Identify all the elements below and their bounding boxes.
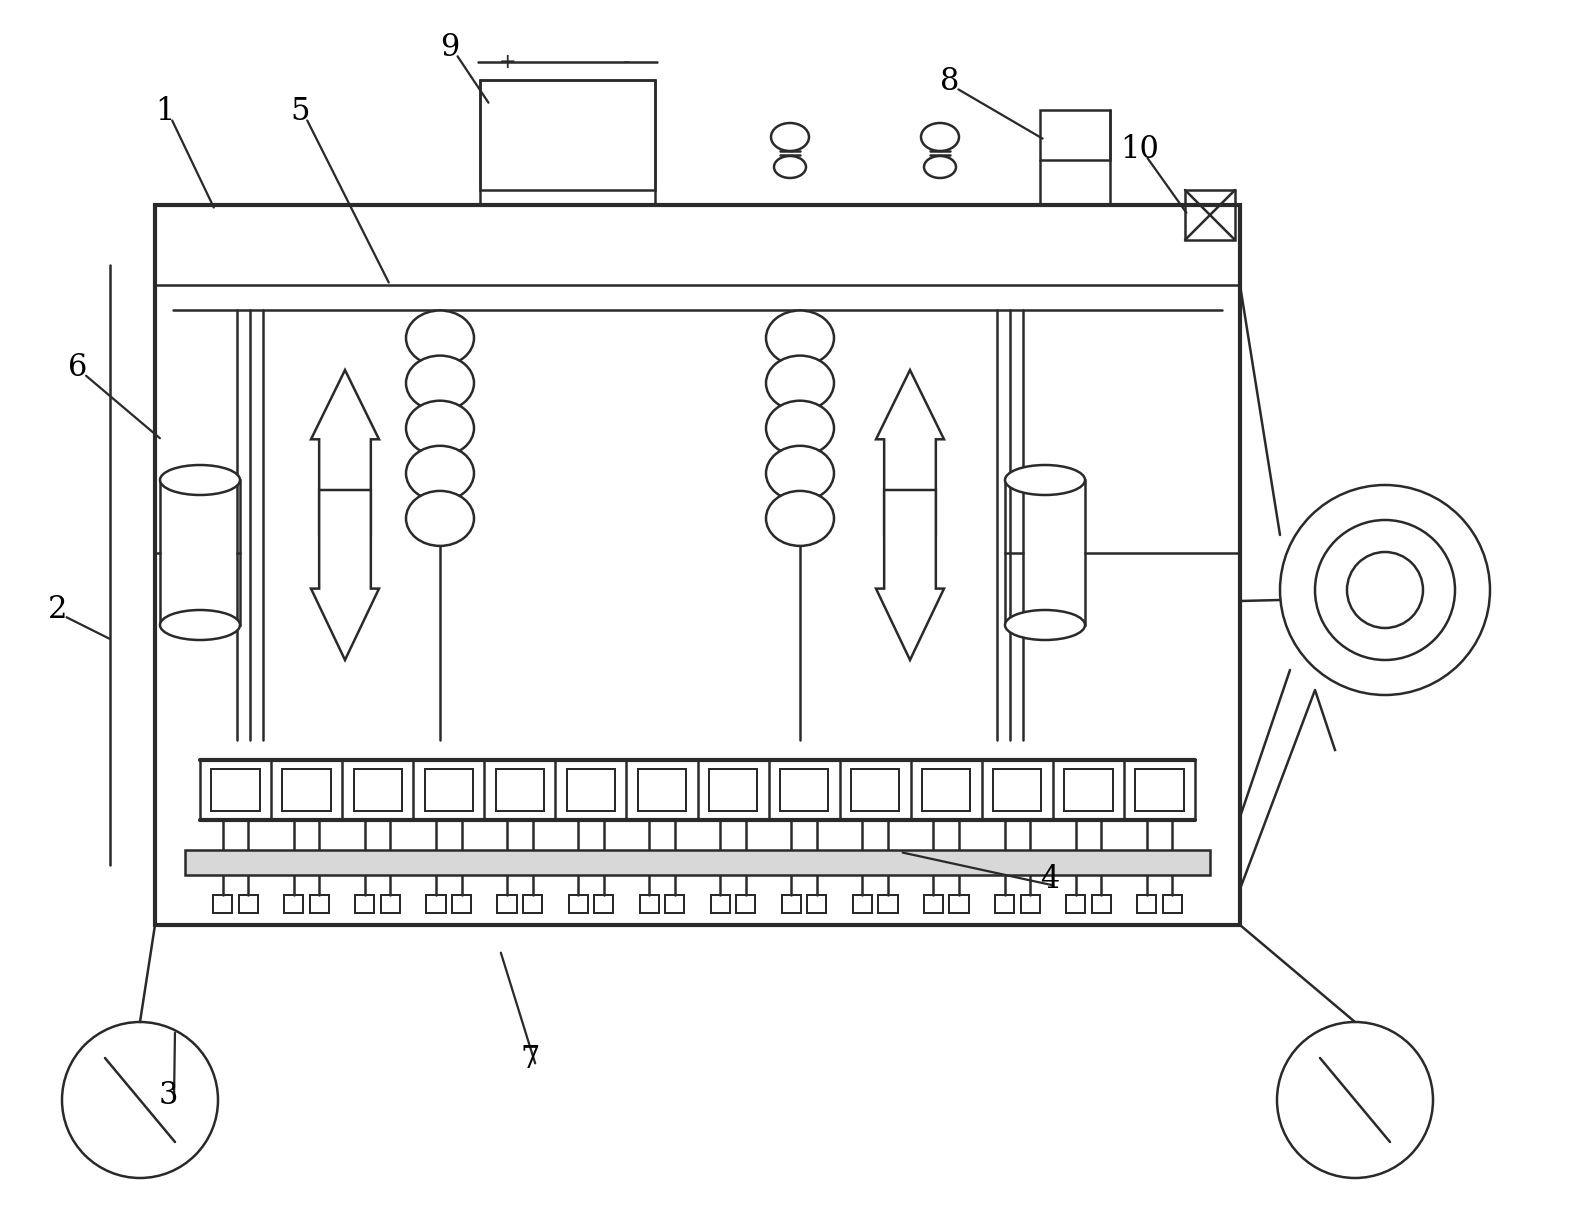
Ellipse shape <box>406 491 474 546</box>
Ellipse shape <box>765 491 835 546</box>
Text: 2: 2 <box>49 594 68 626</box>
Bar <box>639 895 658 913</box>
Bar <box>780 769 828 811</box>
Ellipse shape <box>1005 465 1085 494</box>
Bar <box>1040 109 1110 160</box>
Bar <box>356 895 375 913</box>
Bar <box>1137 895 1156 913</box>
Text: 5: 5 <box>290 96 310 128</box>
Bar <box>1005 480 1085 625</box>
Bar <box>496 769 543 811</box>
Ellipse shape <box>921 123 959 151</box>
Bar <box>709 769 758 811</box>
Polygon shape <box>310 370 380 535</box>
Bar <box>1065 769 1112 811</box>
Bar <box>1021 895 1040 913</box>
Bar <box>852 895 873 913</box>
Ellipse shape <box>765 445 835 501</box>
Bar <box>925 895 943 913</box>
Text: 7: 7 <box>520 1044 540 1075</box>
Ellipse shape <box>406 401 474 455</box>
Bar <box>1136 769 1184 811</box>
Ellipse shape <box>925 156 956 178</box>
Bar <box>710 895 729 913</box>
Bar <box>284 895 304 913</box>
Bar <box>995 895 1014 913</box>
Bar <box>921 769 970 811</box>
Bar <box>211 769 260 811</box>
Bar <box>239 895 258 913</box>
Ellipse shape <box>772 123 810 151</box>
Bar <box>213 895 233 913</box>
Ellipse shape <box>773 156 806 178</box>
Ellipse shape <box>406 355 474 411</box>
Bar <box>184 850 1210 875</box>
Text: -: - <box>624 52 630 73</box>
Ellipse shape <box>1005 610 1085 640</box>
Bar <box>310 895 329 913</box>
Bar <box>736 895 756 913</box>
Bar <box>427 895 446 913</box>
Bar <box>569 895 587 913</box>
Bar <box>567 769 616 811</box>
Ellipse shape <box>765 310 835 365</box>
Circle shape <box>1277 1022 1433 1178</box>
Ellipse shape <box>406 445 474 501</box>
Bar <box>1162 895 1181 913</box>
Polygon shape <box>876 490 943 661</box>
Bar <box>425 769 472 811</box>
Bar <box>994 769 1041 811</box>
Bar <box>879 895 898 913</box>
Bar <box>498 895 517 913</box>
Bar <box>161 480 239 625</box>
Bar <box>1066 895 1085 913</box>
Polygon shape <box>876 370 943 535</box>
Bar <box>781 895 802 913</box>
Text: 4: 4 <box>1041 865 1060 895</box>
Bar <box>850 769 899 811</box>
Text: 6: 6 <box>68 353 88 384</box>
Bar <box>381 895 400 913</box>
Ellipse shape <box>406 310 474 365</box>
Text: 10: 10 <box>1120 134 1159 166</box>
Ellipse shape <box>161 465 239 494</box>
Text: 9: 9 <box>441 32 460 64</box>
Bar <box>638 769 687 811</box>
Text: 1: 1 <box>156 96 175 128</box>
Ellipse shape <box>765 401 835 455</box>
Bar <box>665 895 685 913</box>
Bar <box>523 895 542 913</box>
Ellipse shape <box>161 610 239 640</box>
Text: 8: 8 <box>940 66 959 97</box>
Text: +: + <box>499 52 517 73</box>
Bar <box>808 895 827 913</box>
Bar <box>282 769 331 811</box>
Bar <box>480 80 655 189</box>
Bar <box>452 895 471 913</box>
Bar <box>154 205 1240 925</box>
Bar <box>1091 895 1110 913</box>
Bar <box>594 895 613 913</box>
Circle shape <box>61 1022 217 1178</box>
Text: 3: 3 <box>158 1080 178 1111</box>
Polygon shape <box>310 490 380 661</box>
Bar <box>950 895 969 913</box>
Bar <box>353 769 402 811</box>
Ellipse shape <box>765 355 835 411</box>
Bar <box>1184 189 1235 240</box>
